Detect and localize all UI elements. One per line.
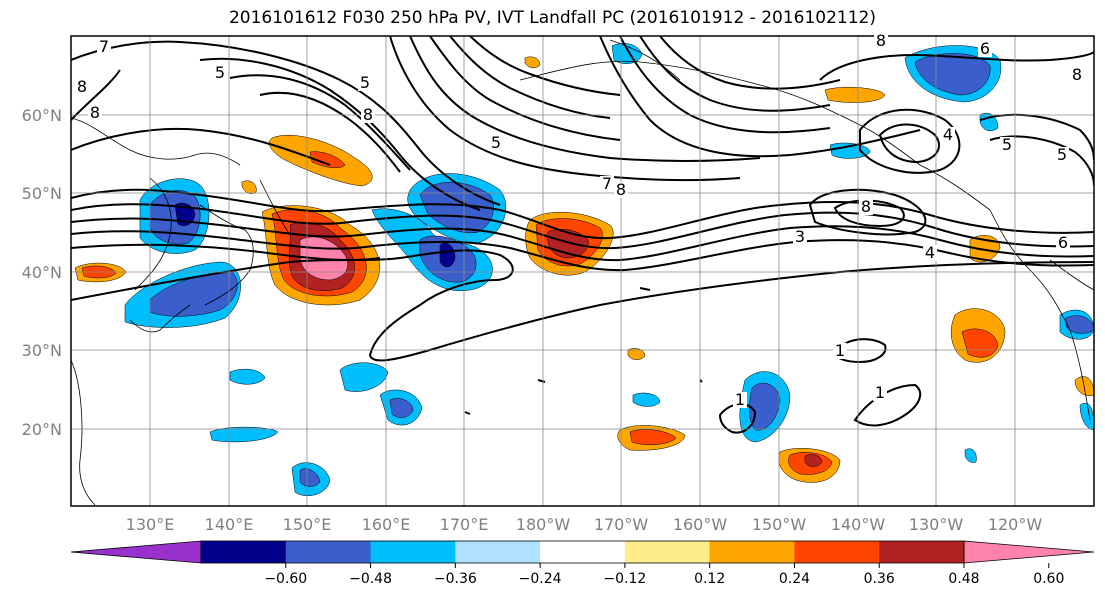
contour-label-background: [859, 199, 873, 215]
longitude-label: 180°W: [516, 515, 571, 534]
contour-label: 8: [90, 103, 100, 122]
contour-label: 5: [1057, 145, 1067, 164]
contour-label-background: [1056, 235, 1070, 251]
contour-label-background: [489, 135, 503, 151]
contour-label-background: [874, 33, 888, 49]
contour-label: 8: [616, 180, 626, 199]
contour-label: 4: [943, 125, 953, 144]
contour-label-background: [1055, 147, 1069, 163]
latitude-label: 30°N: [22, 341, 62, 360]
longitude-label: 130°W: [909, 515, 964, 534]
colorbar-swatch: [285, 541, 372, 563]
colorbar-extension-max: [963, 540, 1095, 564]
latitude-labels: 60°N 50°N 40°N 30°N 20°N: [22, 106, 62, 439]
contour-label-background: [873, 385, 887, 401]
colorbar-tick-label: −0.24: [519, 571, 562, 587]
contour-label: 8: [363, 105, 373, 124]
contour-label: 7: [602, 174, 612, 193]
contour-label: 6: [1058, 233, 1068, 252]
contour-label-background: [600, 176, 614, 192]
contour-label-background: [213, 65, 227, 81]
latitude-label: 40°N: [22, 263, 62, 282]
contour-label: 4: [925, 243, 935, 262]
colorbar-tick-label: −0.12: [603, 571, 646, 587]
colorbar-tick-label: 0.24: [779, 571, 810, 587]
latitude-label: 20°N: [22, 420, 62, 439]
colorbar-tick-label: 0.12: [694, 571, 725, 587]
longitude-labels: 130°E 140°E 150°E 160°E 170°E 180°W 170°W 160°W…: [126, 515, 1043, 534]
contour-label: 8: [876, 31, 886, 50]
colorbar-extension-min: [70, 540, 202, 564]
longitude-label: 130°E: [126, 515, 175, 534]
contour-label: 5: [215, 63, 225, 82]
colorbar-tick-label: −0.48: [349, 571, 392, 587]
contour-label: 1: [735, 390, 745, 409]
contour-label-background: [793, 229, 807, 245]
graticule: [71, 36, 1094, 506]
longitude-label: 150°E: [283, 515, 332, 534]
colorbar-tick-label: 0.36: [864, 571, 895, 587]
contour-label: 1: [835, 341, 845, 360]
contour-label-background: [614, 182, 628, 198]
colorbar-swatch: [794, 541, 880, 563]
longitude-label: 160°E: [362, 515, 411, 534]
contour-label: 5: [491, 133, 501, 152]
contour-label-background: [361, 107, 375, 123]
shaded-anomalies: [74, 43, 1094, 496]
contour-label: 1: [875, 383, 885, 402]
colorbar-swatch: [709, 541, 795, 563]
contour-label: 5: [1002, 135, 1012, 154]
longitude-label: 140°W: [831, 515, 886, 534]
map-title: 2016101612 F030 250 hPa PV, IVT Landfall…: [228, 8, 876, 28]
longitude-label: 170°W: [594, 515, 649, 534]
colorbar-swatch: [540, 541, 626, 563]
colorbar-swatch: [624, 541, 711, 563]
longitude-label: 160°W: [673, 515, 728, 534]
contour-label-background: [97, 39, 111, 55]
colorbar-swatch: [370, 541, 456, 563]
colorbar-tick-label: 0.48: [948, 571, 979, 587]
contour-label: 8: [861, 197, 871, 216]
contour-label-background: [978, 41, 992, 57]
colorbar-swatch: [879, 541, 965, 563]
map-border: [70, 35, 1095, 507]
longitude-label: 150°W: [752, 515, 807, 534]
contour-label-background: [358, 75, 372, 91]
colorbar: −0.60 −0.48 −0.36 −0.24 −0.12 0.12 0.24 0.36 0.4…: [70, 540, 1095, 587]
longitude-label: 170°E: [440, 515, 489, 534]
colorbar-tick-label: −0.36: [434, 571, 477, 587]
contour-label-background: [1070, 67, 1084, 83]
colorbar-swatch: [455, 541, 541, 563]
contour-label-background: [75, 79, 89, 95]
colorbar-swatch: [201, 541, 287, 563]
contour-label-background: [1000, 137, 1014, 153]
longitude-label: 140°E: [205, 515, 254, 534]
contour-label: 3: [795, 227, 805, 246]
contour-label-background: [88, 105, 102, 121]
colorbar-tick-label: 0.60: [1033, 571, 1064, 587]
contour-label: 7: [99, 37, 109, 56]
contour-label-background: [941, 127, 955, 143]
latitude-label: 50°N: [22, 184, 62, 203]
longitude-label: 120°W: [988, 515, 1043, 534]
contour-label-background: [923, 245, 937, 261]
contour-label: 6: [980, 39, 990, 58]
contour-label: 5: [360, 73, 370, 92]
latitude-label: 60°N: [22, 106, 62, 125]
contour-label: 8: [77, 77, 87, 96]
colorbar-tick-label: −0.60: [264, 571, 307, 587]
contour-label: 8: [1072, 65, 1082, 84]
contour-label-background: [833, 343, 847, 359]
colorbar-outline: [200, 540, 965, 564]
contour-label-background: [733, 392, 747, 408]
coastlines: [71, 39, 1094, 506]
